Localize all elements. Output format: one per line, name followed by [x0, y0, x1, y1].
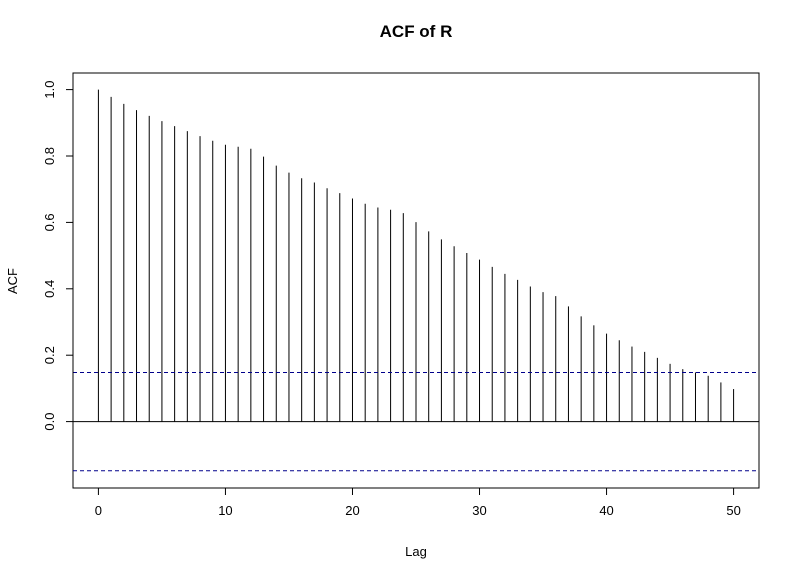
x-axis-label: Lag	[405, 544, 427, 559]
y-tick-label: 1.0	[42, 81, 57, 99]
x-tick-label: 30	[472, 503, 486, 518]
acf-bars	[97, 89, 735, 422]
reference-lines	[73, 371, 759, 472]
y-axis-label: ACF	[5, 268, 20, 294]
y-tick-label: 0.8	[42, 147, 57, 165]
x-axis: 0 10 20 30 40 50	[95, 487, 741, 518]
y-tick-label: 0.2	[42, 346, 57, 364]
x-tick-label: 0	[95, 503, 102, 518]
chart-title: ACF of R	[380, 22, 453, 41]
y-axis: 0.0 0.2 0.4 0.6 0.8 1.0	[42, 81, 74, 431]
y-tick-label: 0.6	[42, 213, 57, 231]
x-tick-label: 10	[218, 503, 232, 518]
x-tick-label: 20	[345, 503, 359, 518]
x-tick-label: 40	[599, 503, 613, 518]
y-tick-label: 0.4	[42, 280, 57, 298]
y-tick-label: 0.0	[42, 413, 57, 431]
x-tick-label: 50	[726, 503, 740, 518]
